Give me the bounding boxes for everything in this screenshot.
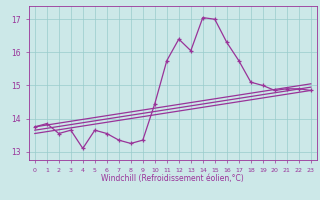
X-axis label: Windchill (Refroidissement éolien,°C): Windchill (Refroidissement éolien,°C) <box>101 174 244 183</box>
